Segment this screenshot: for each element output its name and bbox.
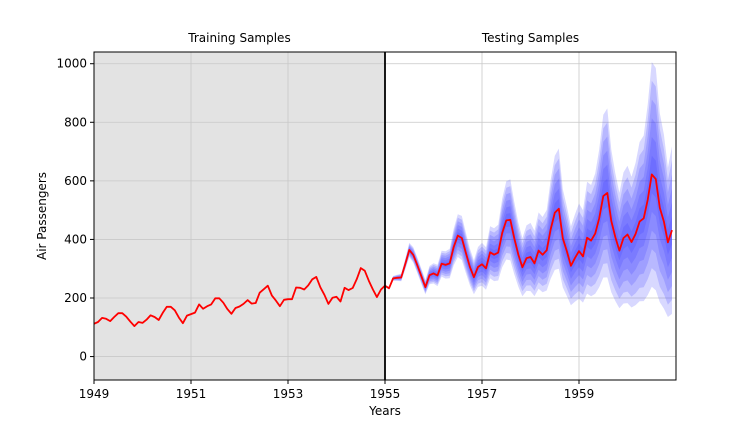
testing-samples-title: Testing Samples [481, 31, 579, 45]
x-tick-label: 1949 [79, 387, 110, 401]
forecast-bands [385, 62, 672, 317]
forecast-band [385, 155, 672, 289]
x-tick-label: 1953 [273, 387, 304, 401]
forecast-band [385, 62, 672, 317]
forecast-band [385, 80, 672, 305]
x-tick-label: 1959 [564, 387, 595, 401]
training-region-background [94, 52, 385, 380]
y-axis-title: Air Passengers [35, 172, 49, 260]
x-axis-title: Years [368, 404, 401, 418]
forecast-band [385, 99, 672, 293]
y-tick-label: 200 [64, 291, 87, 305]
x-tick-label: 1951 [176, 387, 207, 401]
y-tick-label: 400 [64, 232, 87, 246]
y-tick-label: 0 [79, 350, 87, 364]
y-tick-label: 600 [64, 174, 87, 188]
y-tick-label: 800 [64, 115, 87, 129]
y-tick-label: 1000 [56, 57, 87, 71]
observed-series-line [93, 173, 673, 327]
x-tick-label: 1957 [467, 387, 498, 401]
y-axis-ticks: 0 200 400 600 800 1000 [56, 57, 94, 364]
x-axis-ticks: 1949 1951 1953 1955 1957 1959 [79, 380, 595, 401]
x-tick-label: 1955 [370, 387, 401, 401]
forecast-band [385, 118, 672, 291]
forecast-band [385, 137, 672, 290]
training-samples-title: Training Samples [187, 31, 290, 45]
